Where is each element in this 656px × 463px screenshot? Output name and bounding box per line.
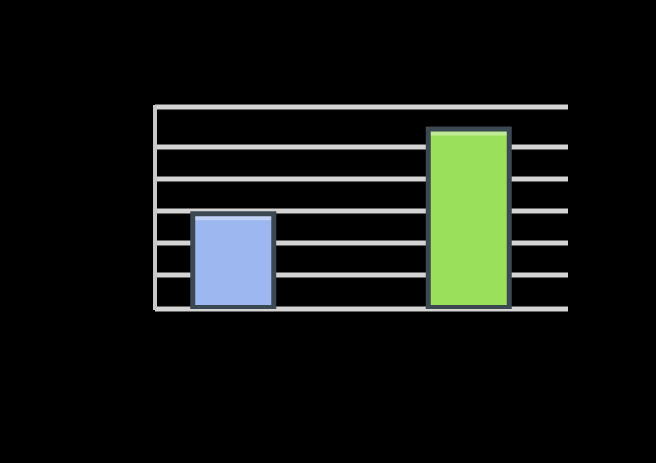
bar-highlight	[430, 131, 507, 136]
bar-highlight	[195, 216, 272, 221]
bar-1	[190, 211, 277, 309]
bar-2	[425, 126, 512, 309]
bar-fill	[195, 216, 272, 305]
bars	[190, 126, 512, 309]
bar-fill	[430, 131, 507, 305]
